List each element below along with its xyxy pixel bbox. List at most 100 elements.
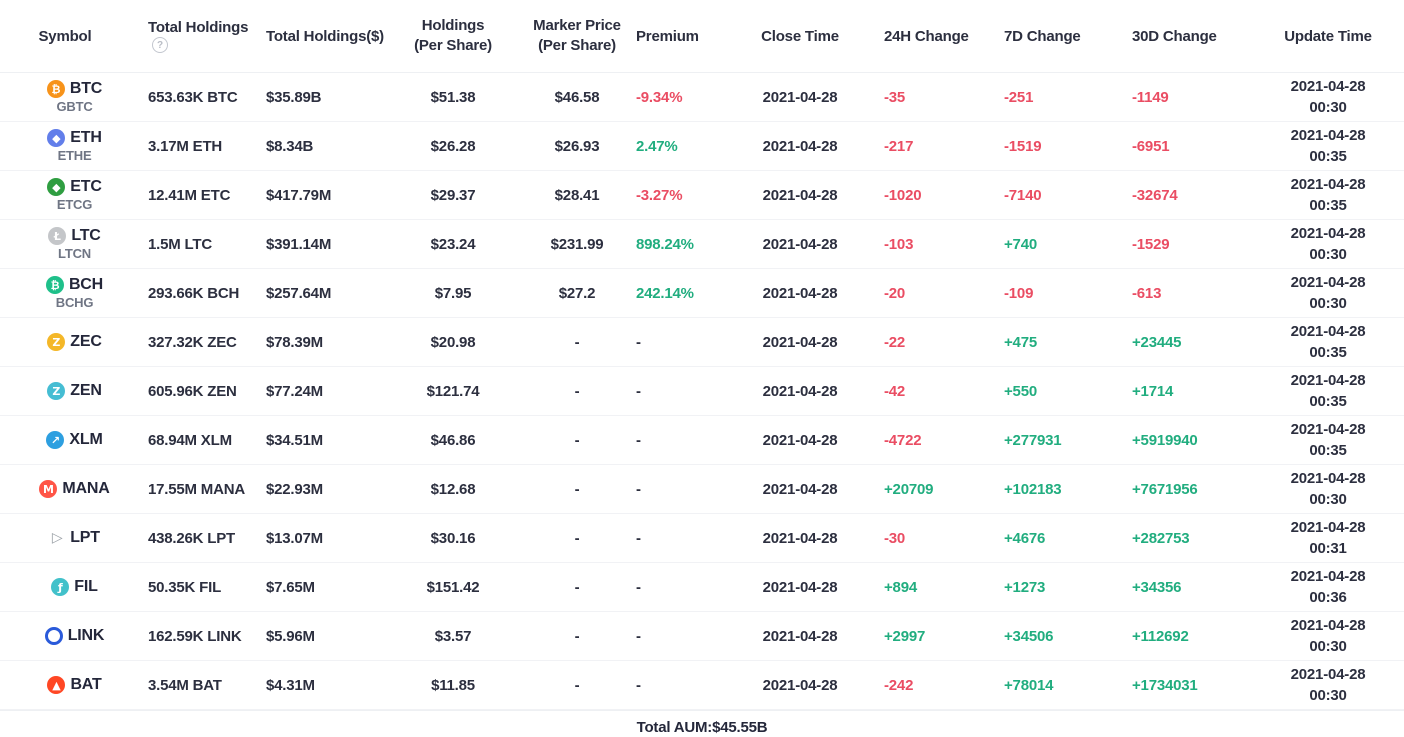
table-row: ƒ FIL 50.35K FIL $7.65M $151.42 - - 2021…	[0, 562, 1404, 612]
fil-icon: ƒ	[51, 578, 70, 596]
change-24h-cell: -103	[874, 219, 1000, 269]
ticker-label: XLM	[69, 431, 103, 448]
change-7d-cell: -109	[1000, 268, 1126, 318]
col-header-holdings-per-share: Holdings (Per Share)	[386, 0, 520, 73]
premium-cell: 242.14%	[634, 268, 726, 318]
marker-price-cell: $231.99	[520, 219, 634, 269]
xlm-icon: ↗	[46, 431, 65, 449]
symbol-cell[interactable]: Ł LTC LTCN	[0, 219, 130, 269]
total-holdings-usd-cell: $35.89B	[258, 72, 386, 122]
update-time-cell: 2021-04-28 00:31	[1252, 513, 1404, 563]
ticker-label: LINK	[67, 627, 105, 644]
total-holdings-usd-cell: $417.79M	[258, 170, 386, 220]
total-holdings-cell: 50.35K FIL	[130, 562, 258, 612]
question-circle-icon[interactable]: ?	[152, 37, 168, 54]
lpt-icon: ▷	[51, 530, 63, 546]
marker-price-cell: -	[520, 513, 634, 563]
bat-icon: ▲	[47, 676, 66, 694]
premium-cell: 2.47%	[634, 121, 726, 171]
symbol-cell[interactable]: ƒ FIL	[0, 562, 130, 612]
change-24h-cell: -42	[874, 366, 1000, 416]
total-holdings-usd-cell: $78.39M	[258, 317, 386, 367]
symbol-cell[interactable]: ₿ BCH BCHG	[0, 268, 130, 318]
link-icon	[44, 627, 63, 645]
ticker-label: ZEN	[70, 382, 102, 399]
change-7d-cell: +277931	[1000, 415, 1126, 465]
close-time-cell: 2021-04-28	[726, 464, 874, 514]
total-holdings-cell: 605.96K ZEN	[130, 366, 258, 416]
table-row: Z ZEN 605.96K ZEN $77.24M $121.74 - - 20…	[0, 366, 1404, 416]
premium-cell: -	[634, 562, 726, 612]
ticker-label: BTC	[69, 80, 103, 97]
marker-price-cell: -	[520, 366, 634, 416]
symbol-cell[interactable]: LINK	[0, 611, 130, 661]
total-holdings-cell: 3.54M BAT	[130, 660, 258, 710]
col-header-symbol: Symbol	[0, 0, 130, 73]
col-header-30d-change: 30D Change	[1126, 0, 1252, 73]
change-24h-cell: -35	[874, 72, 1000, 122]
total-holdings-usd-cell: $34.51M	[258, 415, 386, 465]
symbol-cell[interactable]: ↗ XLM	[0, 415, 130, 465]
col-header-total-holdings-usd: Total Holdings($)	[258, 0, 386, 73]
change-24h-cell: -20	[874, 268, 1000, 318]
update-time-cell: 2021-04-28 00:35	[1252, 366, 1404, 416]
total-holdings-usd-cell: $5.96M	[258, 611, 386, 661]
ticker-label: ZEC	[70, 333, 102, 350]
fund-ticker-label: BCHG	[55, 295, 94, 310]
update-time-cell: 2021-04-28 00:35	[1252, 121, 1404, 171]
holdings-per-share-cell: $51.38	[386, 72, 520, 122]
marker-price-cell: $28.41	[520, 170, 634, 220]
marker-price-cell: -	[520, 660, 634, 710]
holdings-per-share-cell: $11.85	[386, 660, 520, 710]
holdings-per-share-cell: $29.37	[386, 170, 520, 220]
change-30d-cell: -1149	[1126, 72, 1252, 122]
change-30d-cell: +1734031	[1126, 660, 1252, 710]
update-time-cell: 2021-04-28 00:30	[1252, 611, 1404, 661]
ticker-label: ETC	[70, 178, 102, 195]
zec-icon: Z	[47, 333, 66, 351]
premium-cell: -	[634, 317, 726, 367]
symbol-cell[interactable]: Z ZEC	[0, 317, 130, 367]
change-24h-cell: -4722	[874, 415, 1000, 465]
change-30d-cell: -32674	[1126, 170, 1252, 220]
total-holdings-cell: 653.63K BTC	[130, 72, 258, 122]
symbol-cell[interactable]: ◆ ETH ETHE	[0, 121, 130, 171]
col-header-close-time: Close Time	[726, 0, 874, 73]
symbol-cell[interactable]: ▷ LPT	[0, 513, 130, 563]
symbol-cell[interactable]: ◆ ETC ETCG	[0, 170, 130, 220]
fund-ticker-label: GBTC	[56, 99, 93, 114]
change-30d-cell: +112692	[1126, 611, 1252, 661]
marker-price-cell: $46.58	[520, 72, 634, 122]
close-time-cell: 2021-04-28	[726, 415, 874, 465]
premium-cell: -	[634, 660, 726, 710]
marker-price-cell: -	[520, 611, 634, 661]
total-holdings-cell: 293.66K BCH	[130, 268, 258, 318]
marker-price-cell: $26.93	[520, 121, 634, 171]
total-holdings-cell: 12.41M ETC	[130, 170, 258, 220]
change-7d-cell: +4676	[1000, 513, 1126, 563]
fund-ticker-label: ETCG	[56, 197, 93, 212]
holdings-per-share-cell: $23.24	[386, 219, 520, 269]
close-time-cell: 2021-04-28	[726, 660, 874, 710]
holdings-per-share-cell: $30.16	[386, 513, 520, 563]
total-holdings-cell: 68.94M XLM	[130, 415, 258, 465]
close-time-cell: 2021-04-28	[726, 219, 874, 269]
symbol-cell[interactable]: ▲ BAT	[0, 660, 130, 710]
update-time-cell: 2021-04-28 00:35	[1252, 415, 1404, 465]
fund-ticker-label: ETHE	[57, 148, 92, 163]
symbol-cell[interactable]: ₿ BTC GBTC	[0, 72, 130, 122]
col-header-7d-change: 7D Change	[1000, 0, 1126, 73]
premium-cell: -	[634, 415, 726, 465]
change-7d-cell: +740	[1000, 219, 1126, 269]
change-30d-cell: +282753	[1126, 513, 1252, 563]
fund-ticker-label: LTCN	[58, 246, 91, 261]
close-time-cell: 2021-04-28	[726, 562, 874, 612]
close-time-cell: 2021-04-28	[726, 366, 874, 416]
symbol-cell[interactable]: M MANA	[0, 464, 130, 514]
symbol-cell[interactable]: Z ZEN	[0, 366, 130, 416]
col-header-24h-change: 24H Change	[874, 0, 1000, 73]
total-holdings-usd-cell: $4.31M	[258, 660, 386, 710]
total-holdings-cell: 438.26K LPT	[130, 513, 258, 563]
col-header-total-holdings: Total Holdings?	[130, 0, 258, 73]
